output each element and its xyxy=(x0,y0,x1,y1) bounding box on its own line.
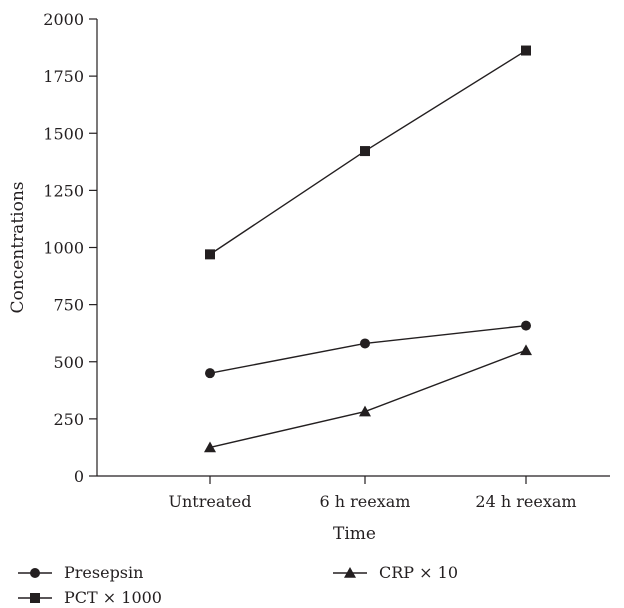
x-axis-title: Time xyxy=(333,524,376,544)
series-line xyxy=(209,324,527,374)
legend-marker xyxy=(30,568,40,578)
x-tick-label: 6 h reexam xyxy=(320,492,411,511)
y-axis-title: Concentrations xyxy=(8,182,28,314)
legend-item: Presepsin xyxy=(18,563,143,582)
legend-label: Presepsin xyxy=(64,563,143,582)
data-point xyxy=(360,146,370,157)
data-point xyxy=(521,320,531,331)
legend-marker xyxy=(344,567,356,578)
y-tick-label: 2000 xyxy=(43,10,84,29)
legend-item: PCT × 1000 xyxy=(18,588,162,607)
y-tick-label: 1250 xyxy=(43,181,84,200)
data-point xyxy=(204,441,216,453)
y-tick-label: 500 xyxy=(53,353,84,372)
y-tick-label: 250 xyxy=(53,410,84,429)
x-tick-label: Untreated xyxy=(168,492,251,511)
y-axis: 0 250 500 750 1000 1250 1500 1750 2000 xyxy=(43,10,98,486)
series-line xyxy=(209,349,527,449)
data-point xyxy=(521,45,531,56)
legend-marker xyxy=(30,593,40,603)
data-point xyxy=(205,249,215,260)
series-circle xyxy=(205,320,531,379)
y-tick-label: 0 xyxy=(74,467,84,486)
data-point xyxy=(205,368,215,379)
series-triangle xyxy=(204,344,532,453)
legend: Presepsin CRP × 10 PCT × 1000 xyxy=(18,563,458,607)
y-tick-label: 750 xyxy=(53,296,84,315)
series-layer xyxy=(204,45,532,453)
y-tick-label: 1500 xyxy=(43,124,84,143)
data-point xyxy=(360,338,370,349)
y-tick-label: 1750 xyxy=(43,67,84,86)
data-point xyxy=(359,405,371,417)
y-tick-label: 1000 xyxy=(43,239,84,258)
x-axis: Untreated 6 h reexam 24 h reexam xyxy=(97,475,610,511)
legend-item: CRP × 10 xyxy=(333,563,458,582)
data-point xyxy=(520,344,532,356)
x-tick-label: 24 h reexam xyxy=(475,492,576,511)
series-square xyxy=(205,45,531,260)
legend-label: CRP × 10 xyxy=(379,563,458,582)
legend-label: PCT × 1000 xyxy=(64,588,162,607)
